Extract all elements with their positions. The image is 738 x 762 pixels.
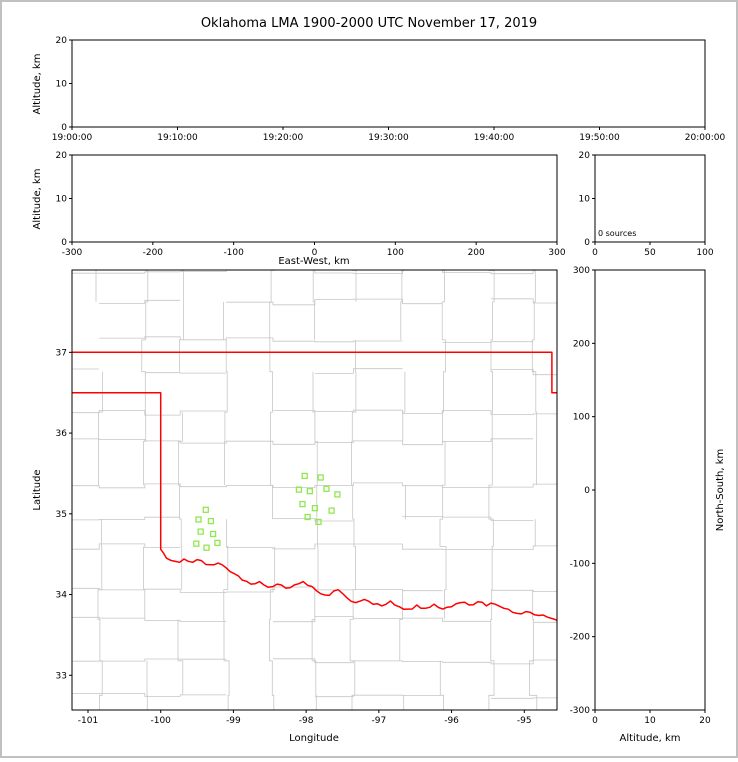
plan-map-x-tick-label: -96 [444,716,459,726]
oklahoma-state-border [72,351,557,622]
lma-station-marker [304,513,311,521]
plan-map-x-tick-label: -98 [299,716,314,726]
ns-altitude-y-tick-label: 100 [573,413,590,423]
lma-station-marker [315,518,322,526]
plan-map-x-tick-label: -101 [78,716,98,726]
ew-altitude-x-tick-label: 100 [387,248,404,258]
lma-station-marker [193,540,200,547]
ns-altitude-ylabel: North-South, km [715,449,726,532]
time-height-y-tick-label: 20 [56,36,68,46]
source-histogram-y-tick-label: 20 [579,151,591,161]
ns-altitude-x-tick-label: 20 [699,716,711,726]
lma-station-marker [202,506,209,513]
ns-altitude-y-tick-label: 200 [573,339,590,349]
ew-altitude-xlabel: East-West, km [278,256,349,267]
source-count-annotation: 0 sources [598,229,636,238]
ew-altitude-x-tick-label: 300 [548,248,565,258]
ns-altitude-y-tick-label: -100 [570,559,591,569]
plan-map-y-tick-label: 37 [56,348,67,358]
time-height-x-tick-label: 19:50:00 [579,133,620,143]
lma-station-marker [311,505,319,512]
time-height-x-tick-label: 19:20:00 [263,133,304,143]
ew-altitude-x-tick-label: 0 [312,248,318,258]
lma-station-markers [193,472,341,551]
ew-altitude-frame [71,154,558,243]
plan-map-y-tick-label: 33 [56,671,67,681]
time-height-x-tick-label: 19:30:00 [368,133,409,143]
map-xlabel: Longitude [289,733,339,744]
plan-map-x-tick-label: -99 [226,716,241,726]
source-histogram-y-tick-label: 0 [584,238,590,248]
lma-station-marker [207,517,215,525]
map-layers [72,270,557,710]
plan-map-frame [71,269,558,711]
lma-station-marker [214,539,221,547]
time-height-ylabel: Altitude, km [32,54,43,115]
time-height-x-tick-label: 19:40:00 [474,133,515,143]
plan-map-y-tick-label: 36 [56,429,68,439]
ew-altitude-y-tick-label: 10 [56,195,68,205]
lma-station-marker [209,530,217,538]
lma-station-marker [306,488,313,495]
ew-altitude-y-tick-label: 20 [56,151,68,161]
lma-station-marker [328,507,335,514]
ew-altitude-x-tick-label: -200 [143,248,164,258]
ns-altitude-y-tick-label: 300 [573,266,590,276]
lma-station-marker [195,516,202,523]
ns-altitude-y-tick-label: -300 [570,706,591,716]
source-histogram-x-tick-label: 50 [644,248,656,258]
source-histogram-x-tick-label: 0 [592,248,598,258]
panels: 19:00:00 19:10:00 19:20:00 19:30:00 19:40:00… [52,36,726,726]
time-height-x-tick-label: 20:00:00 [685,133,726,143]
lma-station-marker [299,500,306,508]
map-ylabel: Latitude [32,469,43,510]
plan-map-x-tick-label: -100 [150,716,171,726]
time-height-x-tick-label: 19:10:00 [157,133,198,143]
lma-station-marker [197,528,204,535]
ns-altitude-y-tick-label: -200 [570,633,591,643]
time-height-frame [71,39,706,128]
ns-altitude-y-tick-label: 0 [584,486,590,496]
lma-station-marker [334,491,341,498]
source-histogram-x-tick-label: 100 [696,248,713,258]
county-boundaries [72,270,557,710]
lma-station-marker [301,472,308,480]
plan-map-x-tick-label: -97 [372,716,387,726]
figure-title: Oklahoma LMA 1900-2000 UTC November 17, … [201,16,537,31]
time-height-y-tick-label: 0 [61,123,67,133]
ew-altitude-x-tick-label: 200 [468,248,485,258]
lma-station-marker [317,474,324,481]
lma-station-marker [323,485,330,492]
time-height-y-tick-label: 10 [56,80,68,90]
ew-altitude-x-tick-label: -300 [62,248,83,258]
source-histogram-y-tick-label: 10 [579,195,591,205]
plan-map-y-tick-label: 35 [56,510,67,520]
ew-altitude-x-tick-label: -100 [223,248,244,258]
lma-station-marker [203,544,210,551]
time-height-x-tick-label: 19:00:00 [52,133,93,143]
plan-map-x-tick-label: -95 [517,716,532,726]
ew-altitude-y-tick-label: 0 [61,238,67,248]
ns-altitude-x-tick-label: 0 [592,716,598,726]
lma-station-marker [295,486,303,493]
ns-altitude-frame [594,269,706,711]
ns-altitude-x-tick-label: 10 [644,716,656,726]
plan-map-y-tick-label: 34 [56,591,68,601]
ew-altitude-ylabel: Altitude, km [32,169,43,230]
ns-altitude-xlabel: Altitude, km [620,733,681,744]
